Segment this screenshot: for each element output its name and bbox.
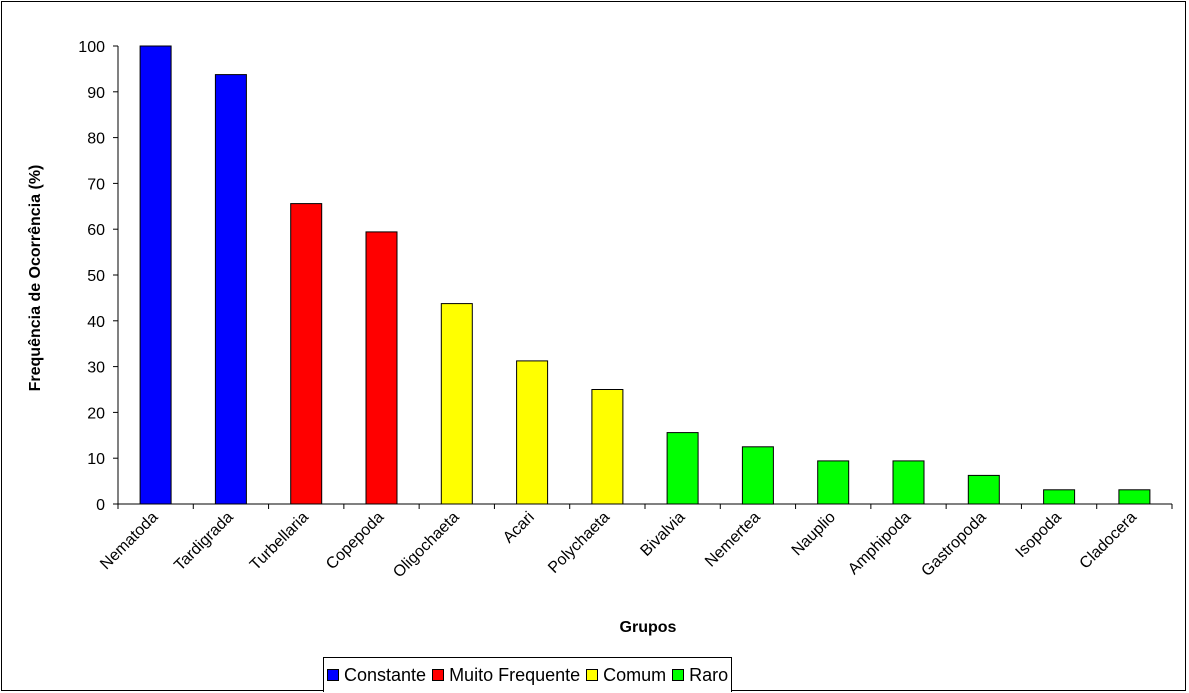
bar-bivalvia [666, 432, 699, 505]
y-tick-label: 10 [87, 451, 105, 468]
legend-swatch [586, 669, 599, 681]
bar-nematoda [139, 45, 172, 505]
legend-label: Muito Frequente [449, 664, 581, 685]
x-tick-label: Nematoda [97, 509, 161, 573]
bar-oligochaeta [440, 303, 473, 505]
y-axis-label: Frequência de Ocorrência (%) [27, 165, 44, 392]
bar-turbellaria [290, 203, 323, 505]
bar-gastropoda [967, 474, 1000, 505]
bar-nauplio [817, 460, 850, 505]
x-tick-label: Nauplio [789, 509, 839, 559]
x-tick-label: Tardigrada [171, 509, 237, 575]
y-tick-label: 30 [87, 360, 105, 377]
y-tick-label: 80 [87, 131, 105, 148]
bar-cladocera [1118, 489, 1151, 505]
bars [139, 45, 1151, 505]
y-tick-label: 0 [96, 497, 105, 514]
axes [113, 45, 1173, 509]
bar-nemertea [741, 446, 774, 505]
x-tick-label: Polychaeta [545, 509, 613, 577]
y-tick-label: 90 [87, 85, 105, 102]
x-tick-label: Bivalvia [637, 509, 688, 560]
y-tick-label: 70 [87, 176, 105, 193]
bar-isopoda [1043, 489, 1076, 505]
legend-item-constante: Constante [327, 665, 426, 686]
legend: Constante Muito Frequente Comum Raro [323, 657, 733, 692]
legend-swatch [432, 669, 445, 681]
x-tick-labels: Nematoda Tardigrada Turbellaria Copepoda Oli… [97, 509, 1140, 581]
y-tick-label: 50 [87, 268, 105, 285]
y-tick-label: 20 [87, 405, 105, 422]
legend-label: Constante [344, 664, 427, 685]
legend-item-comum: Comum [586, 665, 666, 686]
bar-tardigrada [214, 74, 247, 505]
y-tick-label: 60 [87, 222, 105, 239]
y-tick-labels: 0 10 20 30 40 50 60 70 80 90 100 [78, 39, 105, 514]
legend-item-muito-frequente: Muito Frequente [432, 665, 580, 686]
x-tick-label: Cladocera [1077, 509, 1141, 573]
x-tick-label: Acari [500, 509, 538, 547]
bar-amphipoda [892, 460, 925, 505]
x-tick-label: Isopoda [1013, 509, 1065, 561]
x-tick-label: Turbellaria [247, 509, 312, 574]
bar-copepoda [365, 231, 398, 505]
y-tick-label: 40 [87, 314, 105, 331]
x-tick-label: Amphipoda [845, 509, 914, 578]
y-tick-label: 100 [78, 39, 105, 56]
x-tick-label: Nemertea [702, 509, 764, 571]
legend-swatch [672, 669, 685, 681]
bar-polychaeta [591, 389, 624, 505]
legend-label: Raro [689, 664, 729, 685]
x-tick-label: Copepoda [323, 509, 387, 573]
legend-label: Comum [603, 664, 667, 685]
legend-swatch [327, 669, 339, 681]
x-axis-label: Grupos [620, 619, 677, 636]
x-tick-label: Oligochaeta [390, 509, 462, 581]
legend-item-raro: Raro [672, 665, 728, 686]
x-tick-label: Gastropoda [918, 509, 989, 580]
bar-acari [516, 360, 549, 505]
